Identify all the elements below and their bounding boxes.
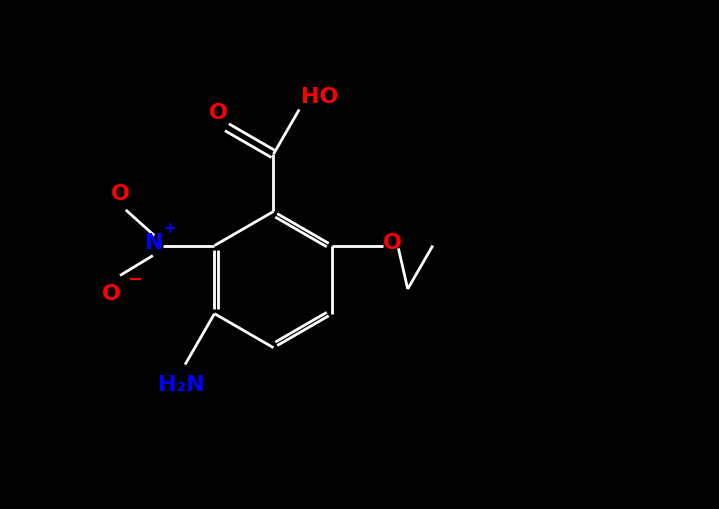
Text: O: O bbox=[102, 284, 121, 304]
Text: −: − bbox=[127, 271, 142, 289]
Text: HO: HO bbox=[301, 87, 338, 106]
Text: N: N bbox=[145, 233, 163, 252]
Text: O: O bbox=[383, 233, 401, 252]
Text: +: + bbox=[164, 221, 176, 236]
Text: O: O bbox=[209, 103, 228, 123]
Text: H₂N: H₂N bbox=[158, 375, 205, 394]
Text: O: O bbox=[111, 184, 129, 204]
